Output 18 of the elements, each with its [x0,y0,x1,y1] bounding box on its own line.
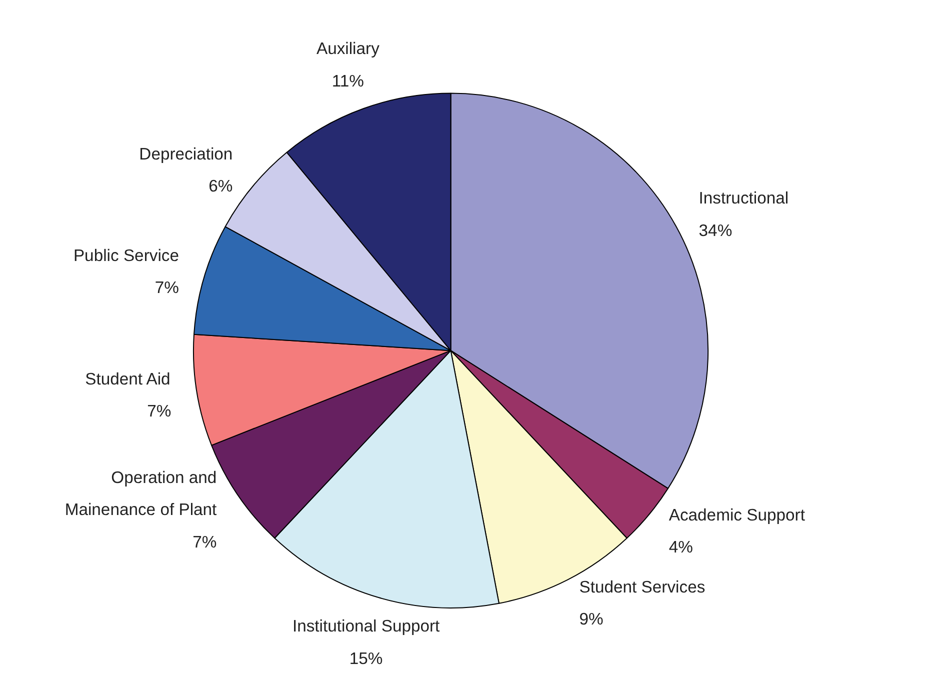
data-label: 7% [147,401,172,420]
data-label: 34% [698,220,732,240]
data-label: 11% [332,71,364,90]
slice-label: Auxiliary [316,39,380,58]
slice-label: Operation and Mainenance of Plant [64,468,218,520]
slice-label: Academic Support [668,505,806,524]
slice-label: Instructional [698,188,789,208]
slice-label: Depreciation [139,144,233,164]
slice-label: Student Services [579,577,706,596]
slice-label: Institutional Support [292,616,440,636]
slice-label: Student Aid [85,369,170,388]
data-label: 7% [154,278,180,298]
slice-label: Public Service [73,246,179,265]
data-label: 9% [579,609,604,628]
data-label: 6% [208,176,233,196]
data-label: 7% [192,532,217,552]
data-label: 15% [349,648,383,668]
data-label: 4% [668,538,694,557]
